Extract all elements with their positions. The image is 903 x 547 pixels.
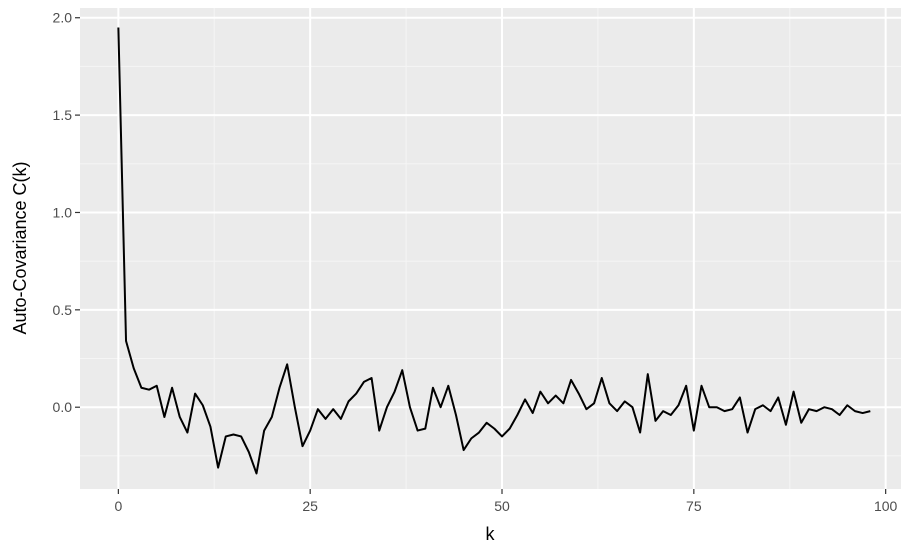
x-axis-title: k — [486, 524, 496, 544]
y-tick-label: 0.5 — [53, 302, 73, 318]
x-tick-label: 50 — [494, 498, 510, 514]
x-tick-label: 25 — [302, 498, 318, 514]
x-tick-label: 75 — [686, 498, 702, 514]
x-tick-label: 100 — [874, 498, 898, 514]
y-tick-label: 0.0 — [53, 399, 73, 415]
x-tick-label: 0 — [114, 498, 122, 514]
series-line — [117, 27, 871, 475]
x-axis: 0 25 50 75 100 — [114, 489, 898, 514]
y-axis: 0.0 0.5 1.0 1.5 2.0 — [53, 10, 80, 415]
y-tick-label: 1.5 — [53, 107, 73, 123]
y-tick-label: 1.0 — [53, 204, 73, 220]
panel-background — [80, 8, 901, 489]
y-tick-label: 2.0 — [53, 10, 73, 26]
y-axis-title: Auto-Covariance C(k) — [10, 161, 30, 334]
major-grid — [80, 8, 901, 489]
series-layer — [117, 27, 871, 475]
